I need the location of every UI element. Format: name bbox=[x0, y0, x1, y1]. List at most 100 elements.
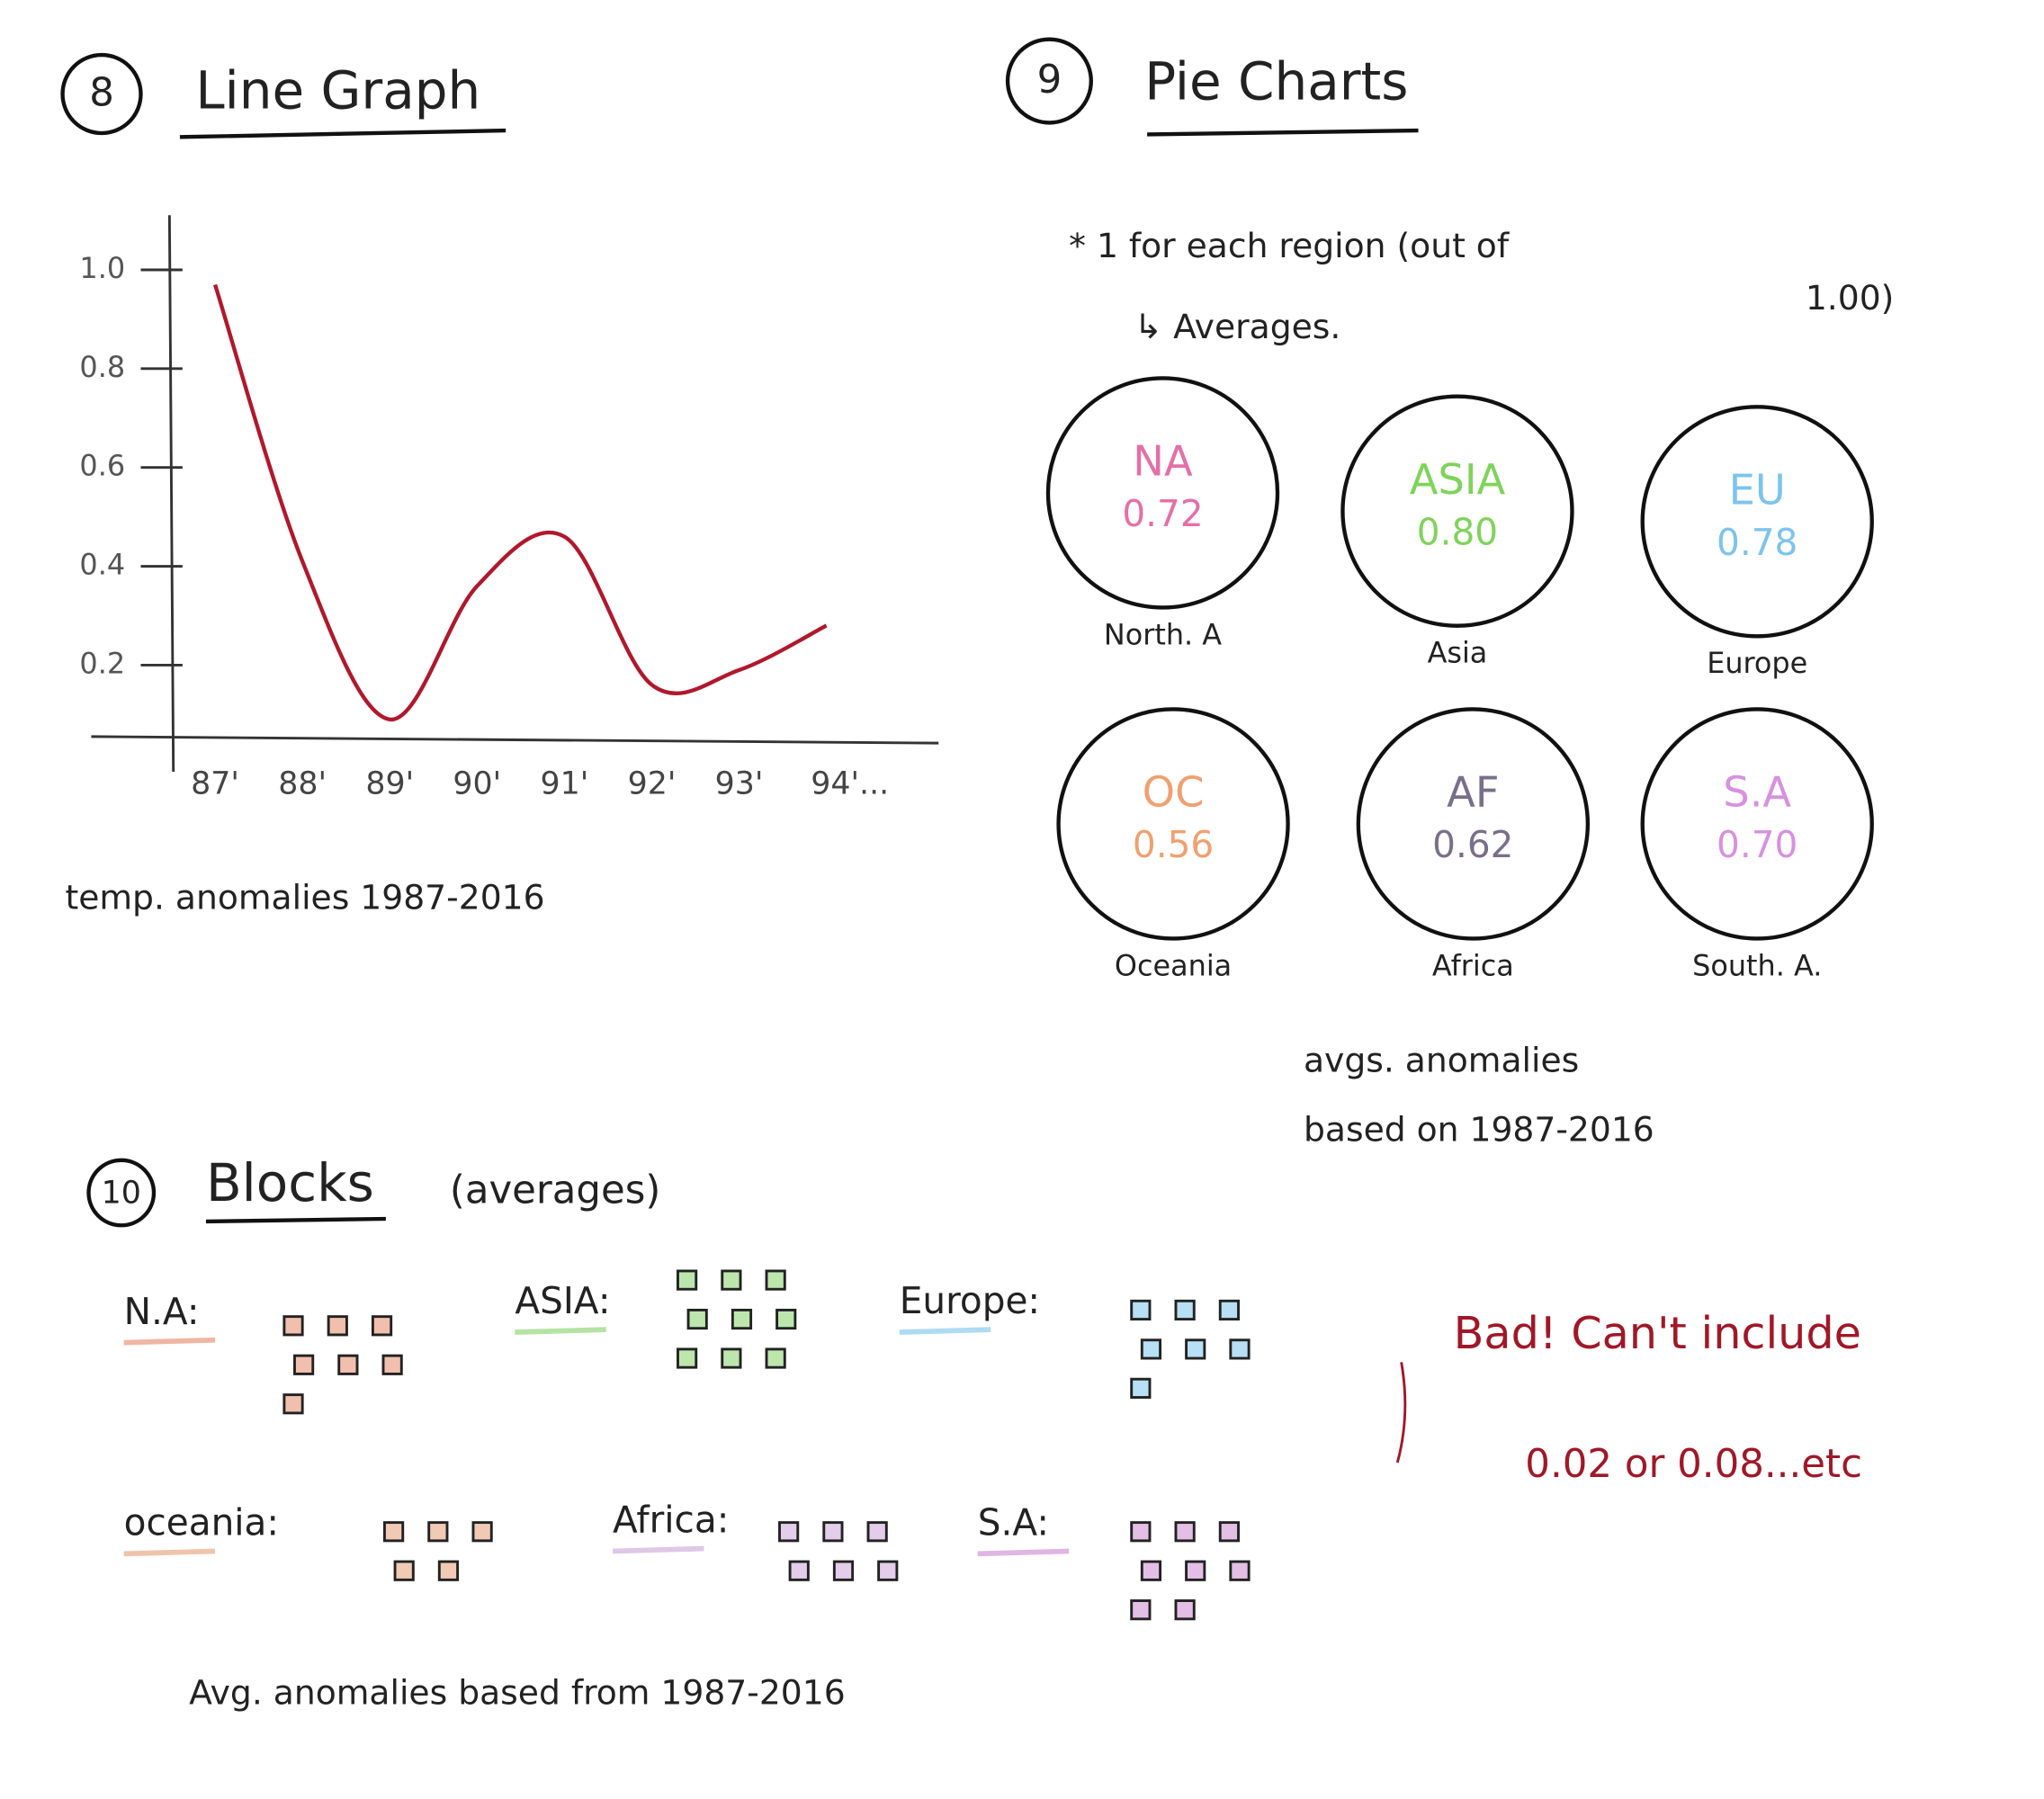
number-circle bbox=[1005, 37, 1093, 125]
block bbox=[427, 1521, 449, 1543]
block bbox=[1130, 1521, 1152, 1543]
block bbox=[832, 1560, 855, 1581]
color-scribble bbox=[123, 1548, 216, 1557]
region-circle bbox=[1356, 707, 1591, 941]
y-tick-label: 1.0 bbox=[79, 251, 125, 285]
note: ↳ Averages. bbox=[1134, 307, 1341, 346]
block bbox=[1140, 1560, 1162, 1581]
region-code: AF bbox=[1447, 768, 1499, 817]
side-note: Bad! Can't include bbox=[1454, 1307, 1861, 1359]
region-circle bbox=[1640, 707, 1874, 941]
region-code: S.A bbox=[1723, 768, 1791, 817]
x-tick-label: 93' bbox=[715, 765, 764, 801]
section-title: Line Graph bbox=[195, 60, 480, 121]
region-label: ASIA: bbox=[515, 1279, 610, 1322]
block bbox=[393, 1560, 415, 1581]
region-code: NA bbox=[1133, 437, 1193, 486]
block bbox=[877, 1560, 899, 1581]
block bbox=[677, 1347, 698, 1369]
region-circle bbox=[1340, 394, 1574, 628]
brace bbox=[1395, 1362, 1407, 1463]
underline bbox=[179, 128, 507, 139]
x-tick-label: 90' bbox=[453, 765, 501, 801]
x-tick-label: 89' bbox=[365, 765, 414, 801]
block bbox=[1174, 1521, 1196, 1543]
block bbox=[1174, 1599, 1196, 1621]
section-title: Blocks bbox=[206, 1152, 374, 1213]
block bbox=[1185, 1338, 1206, 1360]
section-title: Pie Charts bbox=[1144, 50, 1408, 112]
block bbox=[1229, 1560, 1251, 1581]
region-code: OC bbox=[1143, 768, 1205, 817]
color-scribble bbox=[977, 1548, 1070, 1557]
block bbox=[437, 1560, 460, 1581]
color-scribble bbox=[899, 1327, 991, 1335]
region-label: Europe: bbox=[900, 1279, 1040, 1322]
block bbox=[721, 1269, 742, 1291]
x-axis bbox=[91, 735, 939, 745]
region-circle bbox=[1640, 405, 1874, 639]
block bbox=[1130, 1299, 1152, 1321]
region-name: Asia bbox=[1428, 636, 1488, 670]
region-name: Oceania bbox=[1115, 948, 1232, 982]
block bbox=[788, 1560, 810, 1581]
caption: temp. anomalies 1987-2016 bbox=[65, 878, 544, 917]
region-label: S.A: bbox=[978, 1501, 1049, 1544]
block bbox=[381, 1354, 403, 1375]
region-code: ASIA bbox=[1410, 455, 1506, 504]
block bbox=[471, 1521, 493, 1543]
block bbox=[1218, 1299, 1240, 1321]
block bbox=[778, 1521, 800, 1543]
region-name: South. A. bbox=[1692, 948, 1822, 982]
region-code: EU bbox=[1729, 465, 1786, 514]
section-number: 10 bbox=[102, 1175, 141, 1211]
block bbox=[1185, 1560, 1206, 1581]
block bbox=[282, 1393, 304, 1415]
underline bbox=[205, 1216, 386, 1224]
region-name: Africa bbox=[1432, 948, 1514, 982]
section-number: 9 bbox=[1037, 58, 1062, 103]
y-tick-label: 0.4 bbox=[79, 548, 125, 582]
y-tick-label: 0.2 bbox=[79, 646, 125, 680]
block bbox=[866, 1521, 888, 1543]
underline bbox=[1147, 128, 1419, 137]
side-note: 0.02 or 0.08...etc bbox=[1525, 1442, 1862, 1487]
block bbox=[1140, 1338, 1162, 1360]
block bbox=[721, 1347, 742, 1369]
block bbox=[1130, 1599, 1152, 1621]
block bbox=[686, 1308, 708, 1330]
block bbox=[1130, 1377, 1152, 1399]
region-name: North. A bbox=[1104, 617, 1222, 651]
section-number: 8 bbox=[89, 70, 114, 115]
section-subtitle: (averages) bbox=[450, 1168, 660, 1213]
region-value: 0.56 bbox=[1133, 823, 1214, 866]
note: 1.00) bbox=[1806, 278, 1895, 318]
block bbox=[1174, 1299, 1196, 1321]
caption: based on 1987-2016 bbox=[1304, 1109, 1654, 1149]
block bbox=[337, 1354, 359, 1375]
color-scribble bbox=[612, 1545, 704, 1554]
block bbox=[822, 1521, 844, 1543]
region-value: 0.78 bbox=[1717, 521, 1797, 564]
block bbox=[731, 1308, 753, 1330]
block bbox=[1229, 1338, 1251, 1360]
number-circle bbox=[86, 1158, 157, 1228]
caption: avgs. anomalies bbox=[1304, 1041, 1579, 1080]
region-label: Africa: bbox=[613, 1499, 729, 1542]
number-circle bbox=[60, 52, 143, 136]
x-tick-label: 91' bbox=[541, 765, 589, 801]
y-tick-label: 0.6 bbox=[79, 449, 125, 483]
x-tick-label: 87' bbox=[191, 765, 239, 801]
region-label: oceania: bbox=[124, 1501, 279, 1544]
block bbox=[282, 1315, 304, 1337]
color-scribble bbox=[515, 1327, 606, 1335]
color-scribble bbox=[123, 1337, 216, 1346]
region-value: 0.70 bbox=[1717, 823, 1797, 866]
x-tick-label: 94'... bbox=[811, 765, 889, 801]
x-tick-label: 92' bbox=[628, 765, 677, 801]
region-value: 0.80 bbox=[1417, 510, 1498, 553]
block bbox=[383, 1521, 405, 1543]
block bbox=[765, 1347, 786, 1369]
region-value: 0.72 bbox=[1122, 492, 1203, 535]
